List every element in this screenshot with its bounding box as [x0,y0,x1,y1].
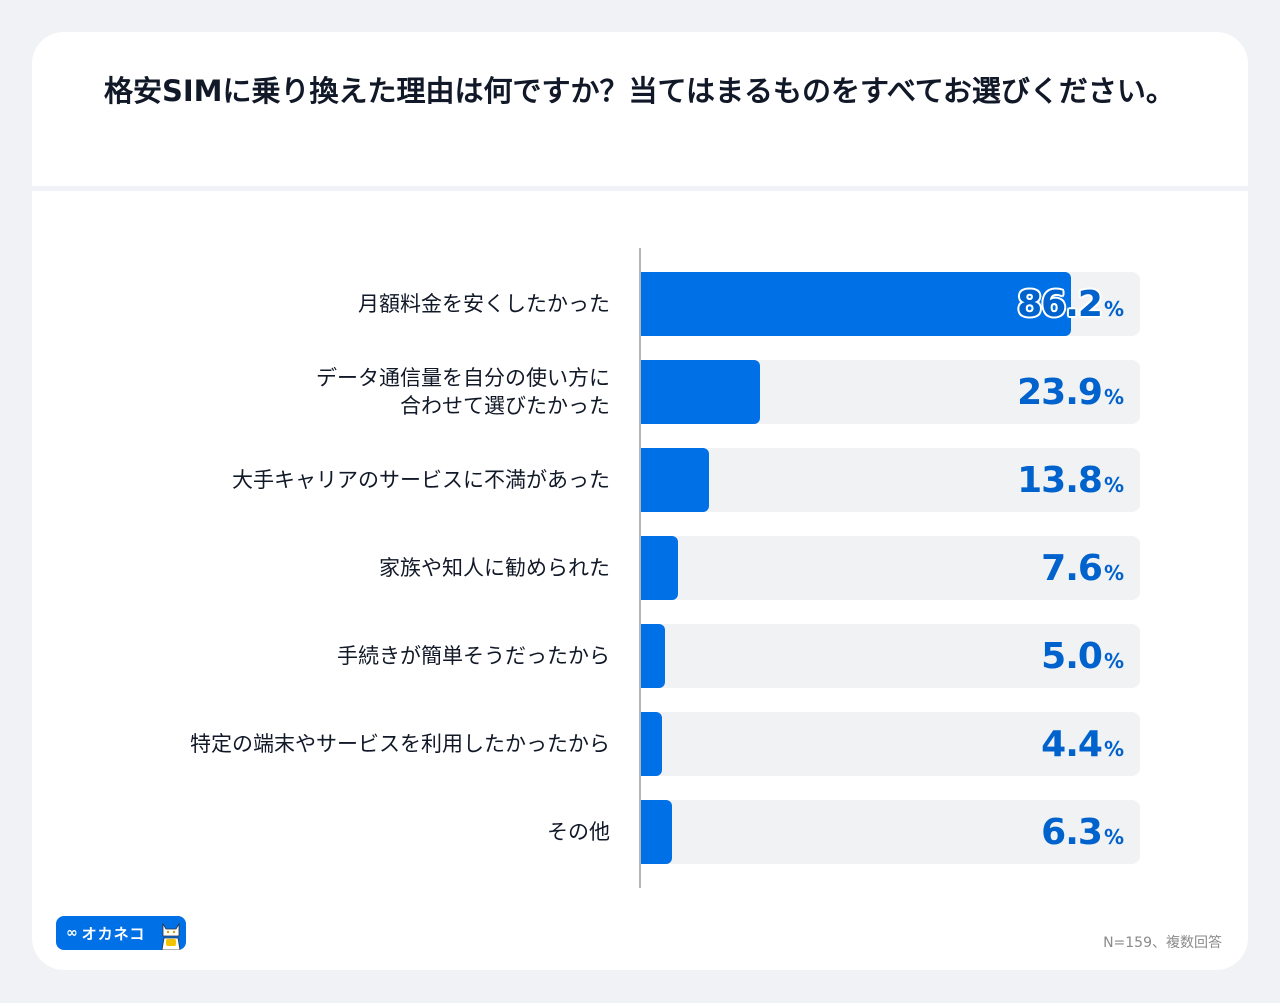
chart-title: 格安SIMに乗り換えた理由は何ですか？当てはまるものをすべてお選びください。 [104,74,1175,108]
value-number: 6.3 [1041,811,1103,853]
value-number: 23.9 [1017,371,1103,413]
bar [640,712,662,776]
cat-mascot-icon [161,922,181,950]
value-label: 86.2% [1017,272,1124,336]
chart-header: 格安SIMに乗り換えた理由は何ですか？当てはまるものをすべてお選びください。 [32,32,1248,186]
value-unit: % [1103,297,1124,321]
bar [640,624,665,688]
value-unit: % [1103,473,1124,497]
category-label: その他 [547,820,610,844]
category-label: 大手キャリアのサービスに不満があった [232,468,610,492]
category-label: データ通信量を自分の使い方に 合わせて選びたかった [316,366,610,418]
bar [640,448,709,512]
bar-row: 月額料金を安くしたかった 86.2% [32,272,1248,336]
value-number: 7.6 [1041,547,1103,589]
header-divider [32,186,1248,191]
bar-row: 家族や知人に勧められた 7.6% [32,536,1248,600]
value-unit: % [1103,385,1124,409]
category-label: 手続きが簡単そうだったから [337,644,610,668]
bar-row: 大手キャリアのサービスに不満があった 13.8% [32,448,1248,512]
bar [640,536,678,600]
bar [640,272,1071,336]
value-unit: % [1103,737,1124,761]
chart-card: 格安SIMに乗り換えた理由は何ですか？当てはまるものをすべてお選びください。 月… [32,32,1248,970]
value-label: 7.6% [1041,536,1124,600]
value-number: 86.2 [1017,283,1103,325]
bar [640,800,672,864]
bar-track [640,712,1140,776]
y-axis-line [639,248,641,888]
logo-brand-text: オカネコ [81,924,146,943]
bar-track [640,624,1140,688]
okaneko-logo: ∞ オカネコ [56,916,186,950]
value-label: 4.4% [1041,712,1124,776]
value-unit: % [1103,649,1124,673]
bar [640,360,760,424]
value-label: 6.3% [1041,800,1124,864]
value-label: 23.9% [1017,360,1124,424]
value-number: 13.8 [1017,459,1103,501]
bar-row: 手続きが簡単そうだったから 5.0% [32,624,1248,688]
sample-size-note: N=159、複数回答 [1103,935,1222,951]
bar-row: データ通信量を自分の使い方に 合わせて選びたかった 23.9% [32,360,1248,424]
category-label: 特定の端末やサービスを利用したかったから [190,732,610,756]
value-unit: % [1103,825,1124,849]
bar-row: 特定の端末やサービスを利用したかったから 4.4% [32,712,1248,776]
category-label: 家族や知人に勧められた [379,556,610,580]
bar-row: その他 6.3% [32,800,1248,864]
logo-glyph-icon: ∞ [66,925,78,941]
bar-track [640,800,1140,864]
bar-track [640,536,1140,600]
value-number: 4.4 [1041,723,1103,765]
value-label: 5.0% [1041,624,1124,688]
value-label: 13.8% [1017,448,1124,512]
bar-track [640,448,1140,512]
value-number: 5.0 [1041,635,1103,677]
value-unit: % [1103,561,1124,585]
category-label: 月額料金を安くしたかった [358,292,610,316]
